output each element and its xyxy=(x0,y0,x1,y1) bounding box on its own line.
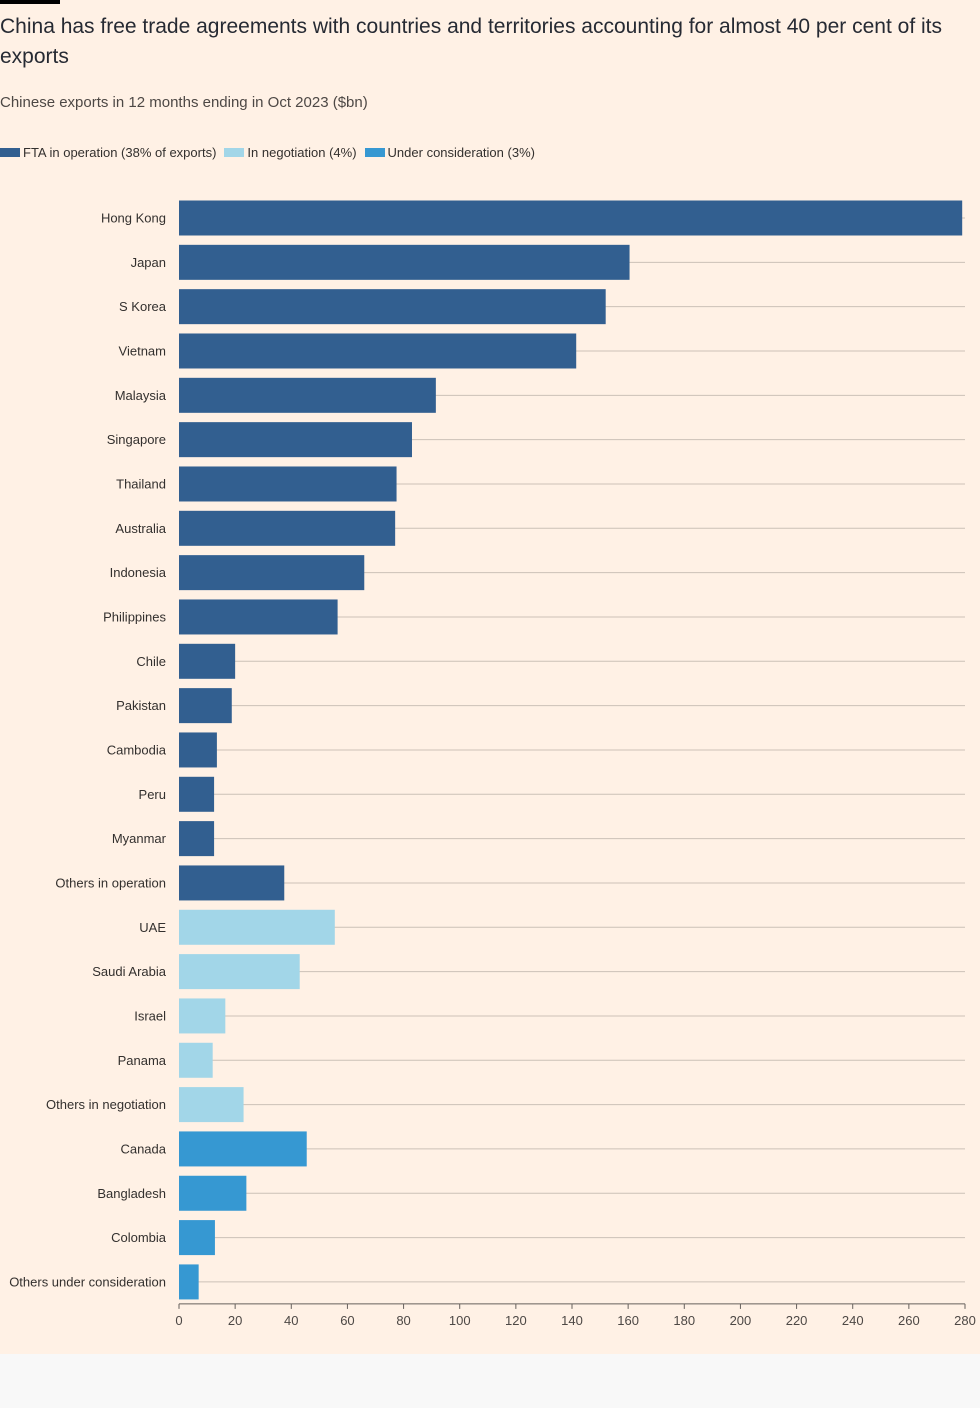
x-tick-label: 280 xyxy=(954,1313,976,1328)
bar xyxy=(179,821,215,857)
bar xyxy=(179,555,365,591)
legend: FTA in operation (38% of exports) In neg… xyxy=(0,143,543,161)
bar xyxy=(179,776,215,812)
bar xyxy=(179,1131,307,1167)
legend-swatch-fta xyxy=(0,147,20,157)
bar xyxy=(179,865,285,901)
category-label: Saudi Arabia xyxy=(92,964,166,979)
category-label: Myanmar xyxy=(112,831,167,846)
x-tick-label: 80 xyxy=(396,1313,410,1328)
legend-item-consideration: Under consideration (3%) xyxy=(364,144,535,160)
x-tick-label: 200 xyxy=(730,1313,752,1328)
chart-subtitle: Chinese exports in 12 months ending in O… xyxy=(0,94,368,111)
bar xyxy=(179,1175,247,1211)
x-tick-label: 140 xyxy=(561,1313,583,1328)
category-label: Others under consideration xyxy=(9,1274,166,1289)
x-tick-label: 40 xyxy=(284,1313,298,1328)
bar xyxy=(179,377,436,413)
category-label: Others in operation xyxy=(55,875,166,890)
bar xyxy=(179,909,335,945)
legend-swatch-consideration xyxy=(364,147,385,157)
x-tick-label: 20 xyxy=(228,1313,242,1328)
x-tick-label: 0 xyxy=(175,1313,182,1328)
legend-label-fta: FTA in operation (38% of exports) xyxy=(23,144,217,160)
x-tick-label: 120 xyxy=(505,1313,527,1328)
category-label: Philippines xyxy=(103,609,166,624)
legend-item-fta: FTA in operation (38% of exports) xyxy=(0,145,216,160)
bar xyxy=(179,1220,215,1256)
category-label: Panama xyxy=(118,1053,167,1068)
bar xyxy=(179,422,412,458)
chart-card: China has free trade agreements with cou… xyxy=(0,0,980,1354)
category-label: Malaysia xyxy=(115,388,167,403)
category-label: Indonesia xyxy=(110,565,167,580)
bar xyxy=(179,1264,199,1300)
x-tick-label: 180 xyxy=(673,1313,695,1328)
category-label: Singapore xyxy=(107,432,166,447)
x-tick-label: 60 xyxy=(340,1313,354,1328)
bar xyxy=(179,954,300,990)
category-label: Thailand xyxy=(116,476,166,491)
category-label: Canada xyxy=(120,1141,166,1156)
legend-item-negotiation: In negotiation (4%) xyxy=(224,144,357,160)
bar xyxy=(179,1087,244,1123)
bar xyxy=(179,599,338,635)
bar xyxy=(179,643,236,679)
legend-swatch-negotiation xyxy=(224,147,245,157)
category-label: Others in negotiation xyxy=(46,1097,166,1112)
category-label: Cambodia xyxy=(107,742,167,757)
category-label: Japan xyxy=(131,255,166,270)
bar-chart: Hong Kong Japan S Korea Vietnam Malaysia Sing… xyxy=(9,200,976,1328)
x-tick-label: 240 xyxy=(842,1313,864,1328)
bar xyxy=(179,732,217,768)
category-label: Israel xyxy=(134,1008,166,1023)
category-label: Bangladesh xyxy=(97,1186,166,1201)
category-label: UAE xyxy=(139,920,166,935)
bar xyxy=(179,289,606,325)
top-rule xyxy=(0,0,60,4)
bar xyxy=(179,244,630,280)
category-label: Chile xyxy=(136,654,166,669)
legend-label-consideration: Under consideration (3%) xyxy=(387,144,535,160)
category-label: Colombia xyxy=(111,1230,167,1245)
category-label: Australia xyxy=(115,521,166,536)
category-label: S Korea xyxy=(119,299,167,314)
category-label: Hong Kong xyxy=(101,211,166,226)
bar xyxy=(179,998,226,1034)
bar xyxy=(179,510,396,546)
x-tick-label: 260 xyxy=(898,1313,920,1328)
category-label: Peru xyxy=(139,787,166,802)
chart-title: China has free trade agreements with cou… xyxy=(0,15,942,68)
legend-label-negotiation: In negotiation (4%) xyxy=(247,144,357,160)
x-tick-label: 160 xyxy=(617,1313,639,1328)
x-tick-label: 220 xyxy=(786,1313,808,1328)
x-tick-label: 100 xyxy=(449,1313,471,1328)
bar xyxy=(179,466,397,502)
category-label: Vietnam xyxy=(119,343,166,358)
bar xyxy=(179,1042,213,1078)
category-label: Pakistan xyxy=(116,698,166,713)
bar xyxy=(179,688,232,724)
bar xyxy=(179,200,963,236)
bar xyxy=(179,333,577,369)
